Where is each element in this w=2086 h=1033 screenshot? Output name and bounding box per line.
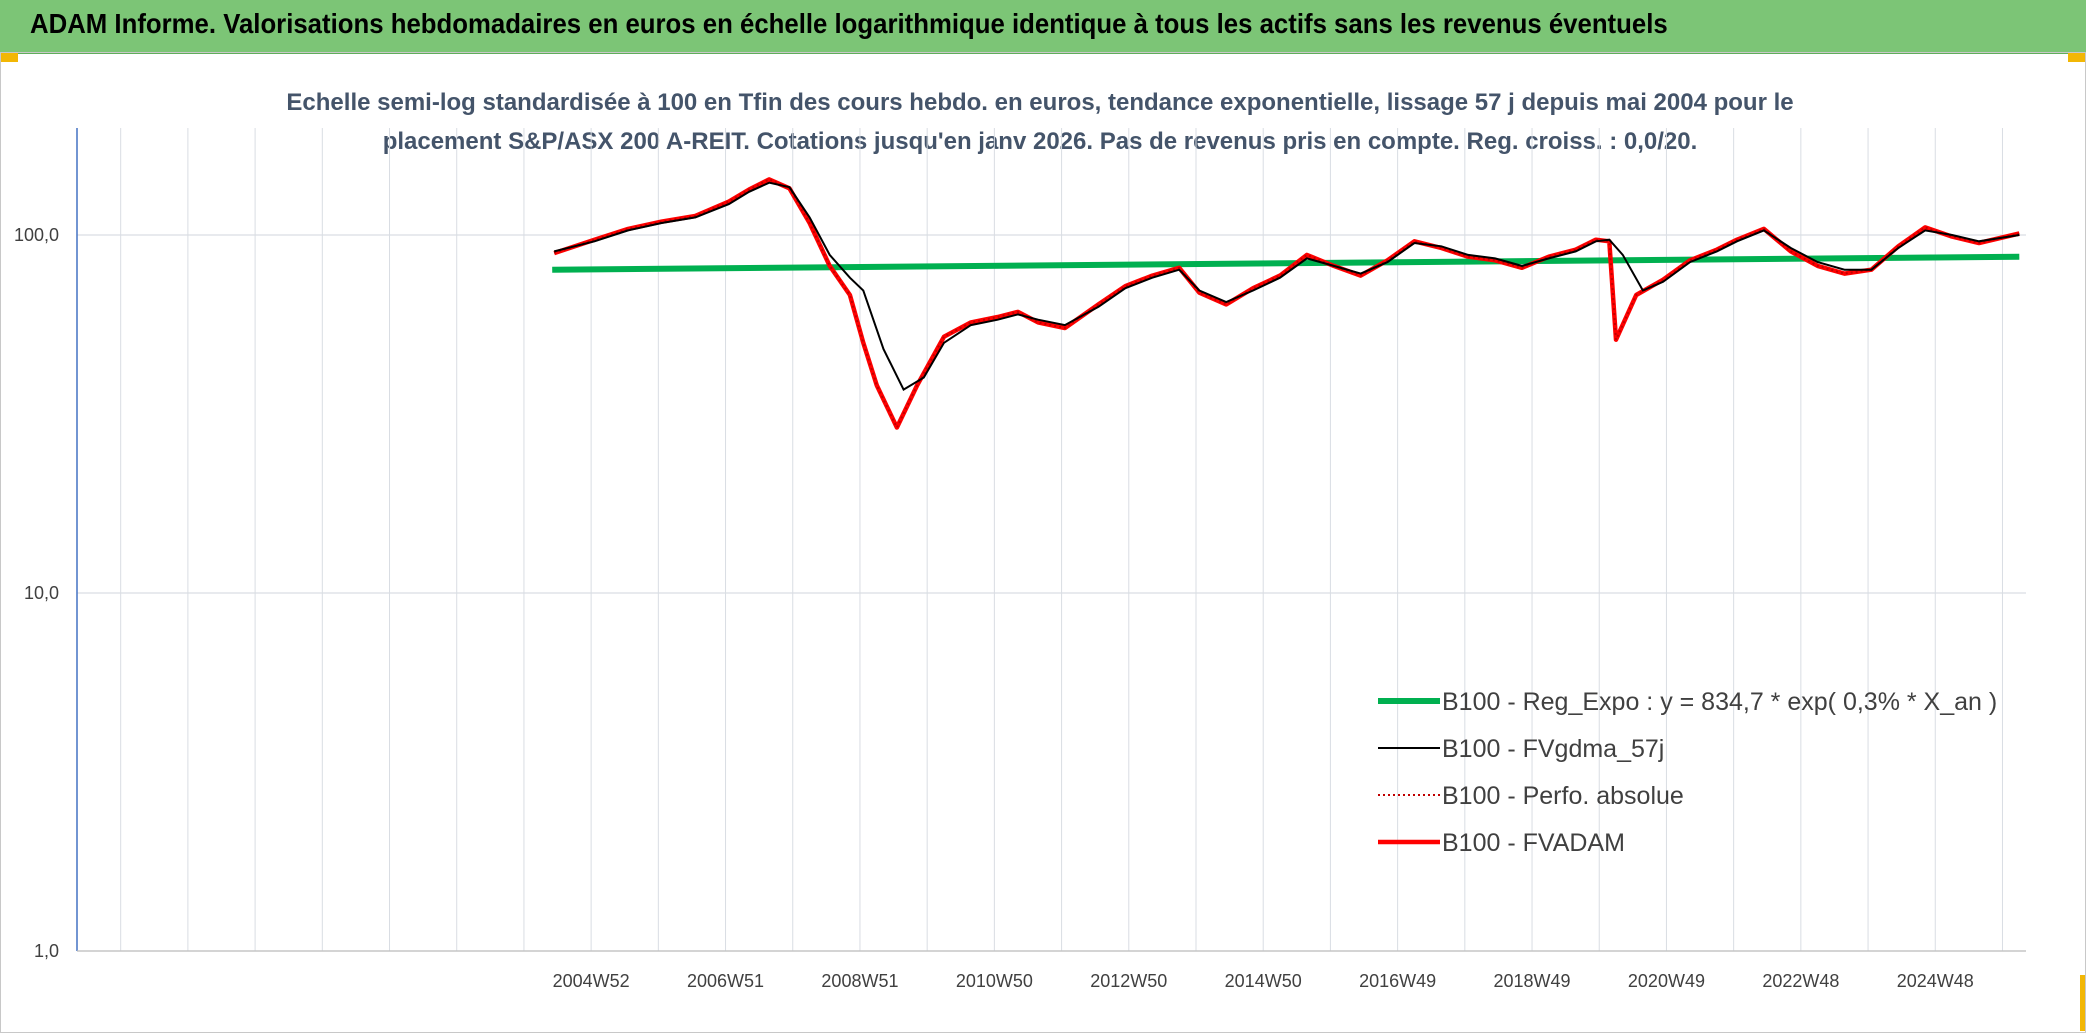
- series-line-perfo: [553, 178, 2020, 430]
- x-tick-label: 2010W50: [956, 971, 1033, 991]
- legend: B100 - Reg_Expo : y = 834,7 * exp( 0,3% …: [1378, 688, 1997, 857]
- x-tick-label: 2018W49: [1493, 971, 1570, 991]
- chart-title-line-1: Echelle semi-log standardisée à 100 en T…: [286, 89, 1794, 116]
- series-line-fvgdma: [553, 181, 2020, 392]
- legend-label-fvadam: B100 - FVADAM: [1442, 829, 1625, 857]
- page-title: ADAM Informe. Valorisations hebdomadaire…: [30, 8, 1668, 39]
- x-tick-label: 2004W52: [553, 971, 630, 991]
- series-lines: [552, 177, 2020, 430]
- y-tick-label: 1,0: [34, 941, 59, 961]
- series-line-regression: [552, 253, 2020, 273]
- x-tick-label: 2014W50: [1225, 971, 1302, 991]
- legend-label-regression: B100 - Reg_Expo : y = 834,7 * exp( 0,3% …: [1442, 688, 1997, 716]
- corner-accent-top-right: [2068, 52, 2086, 62]
- x-tick-label: 2008W51: [821, 971, 898, 991]
- corner-accent-bottom-right: [2080, 975, 2086, 1031]
- legend-label-perfo: B100 - Perfo. absolue: [1442, 782, 1684, 810]
- x-tick-label: 2006W51: [687, 971, 764, 991]
- x-tick-label: 2012W50: [1090, 971, 1167, 991]
- corner-accent-top-left: [0, 52, 18, 62]
- x-tick-label: 2020W49: [1628, 971, 1705, 991]
- legend-label-fvgdma: B100 - FVgdma_57j: [1442, 735, 1664, 763]
- axes: 1,0 10,0 100,0 2004W52 2006W51 2008W51 2010W50…: [14, 128, 2026, 991]
- x-tick-label: 2016W49: [1359, 971, 1436, 991]
- y-tick-label: 100,0: [14, 225, 59, 245]
- series-line-fvadam: [553, 177, 2020, 430]
- y-tick-label: 10,0: [24, 583, 59, 603]
- grid-lines: [77, 128, 2026, 952]
- x-tick-label: 2022W48: [1762, 971, 1839, 991]
- x-tick-label: 2024W48: [1897, 971, 1974, 991]
- header-bar: ADAM Informe. Valorisations hebdomadaire…: [0, 0, 2086, 54]
- chart-title-line-2: placement S&P/ASX 200 A-REIT. Cotations …: [382, 128, 1698, 155]
